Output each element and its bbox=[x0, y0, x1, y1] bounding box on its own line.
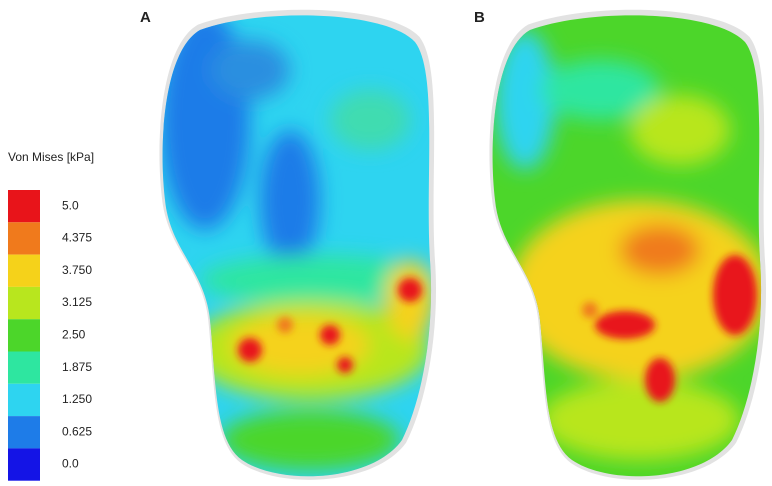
panel-label: A bbox=[140, 9, 151, 26]
legend-label: 3.125 bbox=[62, 295, 92, 309]
legend-swatch bbox=[8, 190, 40, 223]
mesh-a bbox=[159, 9, 437, 480]
legend-swatch bbox=[8, 222, 40, 255]
legend-label: 2.50 bbox=[62, 328, 86, 342]
legend-swatch bbox=[8, 448, 40, 481]
legend-swatch bbox=[8, 286, 40, 320]
mesh-b bbox=[489, 9, 767, 480]
legend: 5.0 4.375 3.750 3.125 2.50 1.875 1.250 0.625 0.0 bbox=[8, 190, 92, 481]
legend-swatch bbox=[8, 416, 40, 449]
legend-label: 1.875 bbox=[62, 360, 92, 374]
legend-swatch bbox=[8, 351, 40, 384]
legend-title: Von Mises [kPa] bbox=[8, 150, 94, 164]
legend-swatch bbox=[8, 383, 40, 417]
legend-label: 4.375 bbox=[62, 231, 92, 245]
legend-swatch bbox=[8, 254, 40, 287]
legend-label: 1.250 bbox=[62, 392, 92, 406]
panel-label: B bbox=[474, 9, 485, 26]
legend-label: 5.0 bbox=[62, 198, 79, 212]
legend-label: 0.625 bbox=[62, 424, 92, 438]
legend-label: 0.0 bbox=[62, 457, 79, 471]
legend-swatch bbox=[8, 319, 40, 352]
legend-label: 3.750 bbox=[62, 263, 92, 277]
